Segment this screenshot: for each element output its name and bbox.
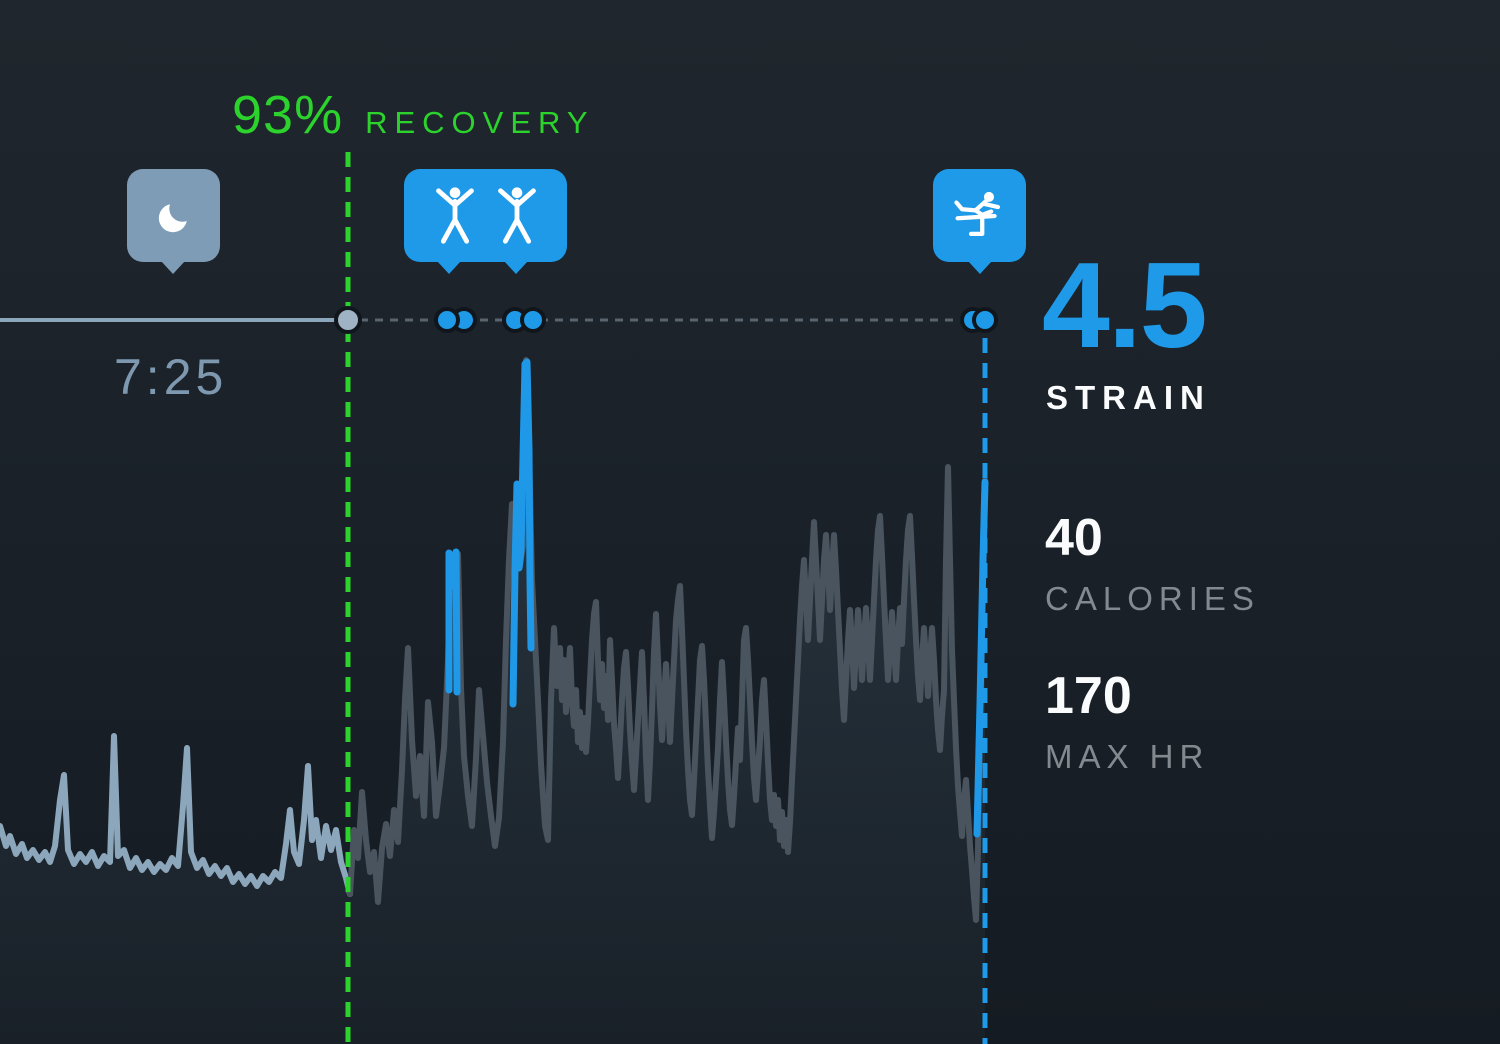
workout-hr-segment-1 bbox=[445, 548, 461, 696]
max-hr-label: MAX HR bbox=[1045, 738, 1210, 775]
calories-stat: 40 CALORIES bbox=[1045, 512, 1260, 618]
strain-label: STRAIN bbox=[1046, 379, 1211, 416]
activity-marker-bubble[interactable] bbox=[404, 169, 567, 274]
strain-value: 4.5 bbox=[1042, 237, 1208, 373]
calories-label: CALORIES bbox=[1045, 580, 1260, 617]
sleep-end-node[interactable] bbox=[334, 306, 362, 334]
event-dot-1[interactable] bbox=[434, 307, 460, 333]
workout-hr-segment-2 bbox=[509, 358, 535, 708]
recovery-header: 93% RECOVERY bbox=[232, 84, 595, 146]
bubble-pointer bbox=[968, 261, 992, 274]
calories-value: 40 bbox=[1045, 509, 1103, 567]
bubble-pointer bbox=[161, 261, 185, 274]
max-hr-value: 170 bbox=[1045, 667, 1132, 725]
max-hr-stat: 170 MAX HR bbox=[1045, 670, 1209, 776]
hr-area-fill bbox=[0, 360, 985, 1044]
bubble-pointer bbox=[437, 261, 461, 274]
jumping-jacks-icon bbox=[435, 186, 536, 244]
bubble-pointer bbox=[504, 261, 528, 274]
chart-layers bbox=[0, 152, 998, 1044]
hurdler-icon bbox=[953, 191, 1000, 236]
sleep-hr-line bbox=[0, 733, 353, 897]
recovery-percentage: 93% bbox=[232, 85, 344, 145]
moon-icon bbox=[158, 195, 195, 232]
recovery-label: RECOVERY bbox=[365, 105, 595, 140]
sleep-duration: 7:25 bbox=[114, 349, 228, 405]
workout-marker-bubble[interactable] bbox=[933, 169, 1026, 274]
event-dot-3[interactable] bbox=[972, 307, 998, 333]
sleep-marker-bubble[interactable] bbox=[127, 169, 220, 274]
event-dot-2[interactable] bbox=[520, 307, 546, 333]
